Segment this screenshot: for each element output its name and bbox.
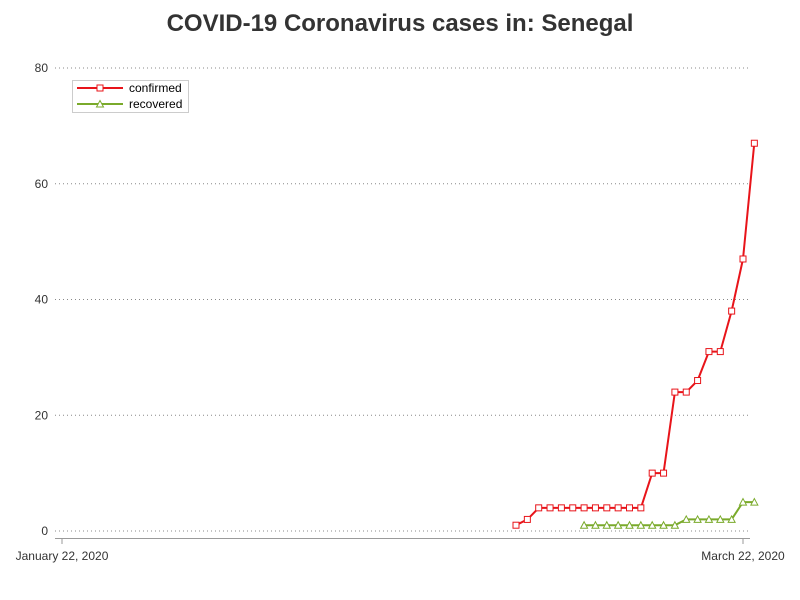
confirmed-point-7 — [591, 504, 599, 512]
recovered-point-2 — [602, 520, 612, 529]
recovered-point-9 — [681, 514, 691, 523]
confirmed-point-16 — [694, 377, 702, 385]
confirmed-point-20 — [739, 255, 747, 263]
confirmed-point-4 — [557, 504, 565, 512]
recovered-point-3 — [613, 520, 623, 529]
confirmed-point-5 — [569, 504, 577, 512]
recovered-point-15 — [750, 497, 759, 506]
confirmed-point-8 — [603, 504, 611, 512]
recovered-point-13 — [727, 514, 736, 523]
y-tick-label-60: 60 — [35, 177, 49, 191]
y-axis-ticks: 0 20 40 60 80 — [35, 61, 49, 538]
recovered-point-7 — [659, 520, 668, 529]
y-tick-label-40: 40 — [35, 293, 49, 307]
y-tick-label-80: 80 — [35, 61, 49, 75]
recovered-point-14 — [738, 497, 748, 506]
confirmed-point-2 — [535, 504, 543, 512]
x-tick-label-1: March 22, 2020 — [701, 549, 785, 563]
y-tick-label-0: 0 — [41, 524, 48, 538]
recovered-point-4 — [625, 520, 634, 529]
confirmed-point-10 — [626, 504, 633, 512]
legend: confirmed recovered — [72, 80, 189, 113]
legend-item-confirmed: confirmed — [77, 81, 182, 95]
legend-item-recovered: recovered — [77, 97, 182, 111]
confirmed-point-0 — [512, 521, 520, 529]
confirmed-point-13 — [660, 469, 668, 477]
recovered-point-12 — [715, 514, 725, 523]
recovered-point-8 — [670, 520, 680, 529]
legend-box — [72, 80, 189, 113]
recovered-point-6 — [647, 520, 657, 529]
confirmed-point-6 — [580, 504, 588, 512]
confirmed-line — [515, 143, 756, 527]
x-axis-ticks: January 22, 2020 March 22, 2020 — [16, 538, 785, 563]
confirmed-point-18 — [716, 348, 724, 356]
series-layer — [512, 139, 759, 529]
legend-label-confirmed: confirmed — [129, 81, 182, 95]
confirmed-point-12 — [648, 469, 656, 477]
recovered-point-1 — [591, 520, 600, 529]
legend-label-recovered: recovered — [129, 97, 182, 111]
gridlines — [55, 67, 750, 532]
confirmed-point-15 — [682, 388, 690, 396]
legend-marker-confirmed — [96, 84, 104, 92]
y-tick-label-20: 20 — [35, 408, 49, 422]
confirmed-point-3 — [546, 504, 554, 512]
recovered-point-0 — [579, 520, 589, 529]
recovered-point-5 — [636, 520, 646, 529]
confirmed-point-21 — [750, 139, 758, 147]
confirmed-point-14 — [671, 388, 679, 396]
x-tick-label-0: January 22, 2020 — [16, 549, 109, 563]
recovered-line — [584, 501, 755, 527]
confirmed-point-1 — [523, 515, 531, 523]
legend-marker-recovered — [95, 99, 105, 108]
confirmed-point-19 — [728, 307, 736, 315]
confirmed-point-17 — [705, 348, 713, 356]
confirmed-point-9 — [614, 504, 622, 512]
chart-title: COVID-19 Coronavirus cases in: Senegal — [166, 10, 634, 37]
recovered-point-10 — [693, 514, 702, 523]
series-recovered — [579, 497, 759, 529]
confirmed-point-11 — [637, 504, 645, 512]
recovered-point-11 — [704, 514, 714, 523]
series-confirmed — [512, 139, 758, 529]
